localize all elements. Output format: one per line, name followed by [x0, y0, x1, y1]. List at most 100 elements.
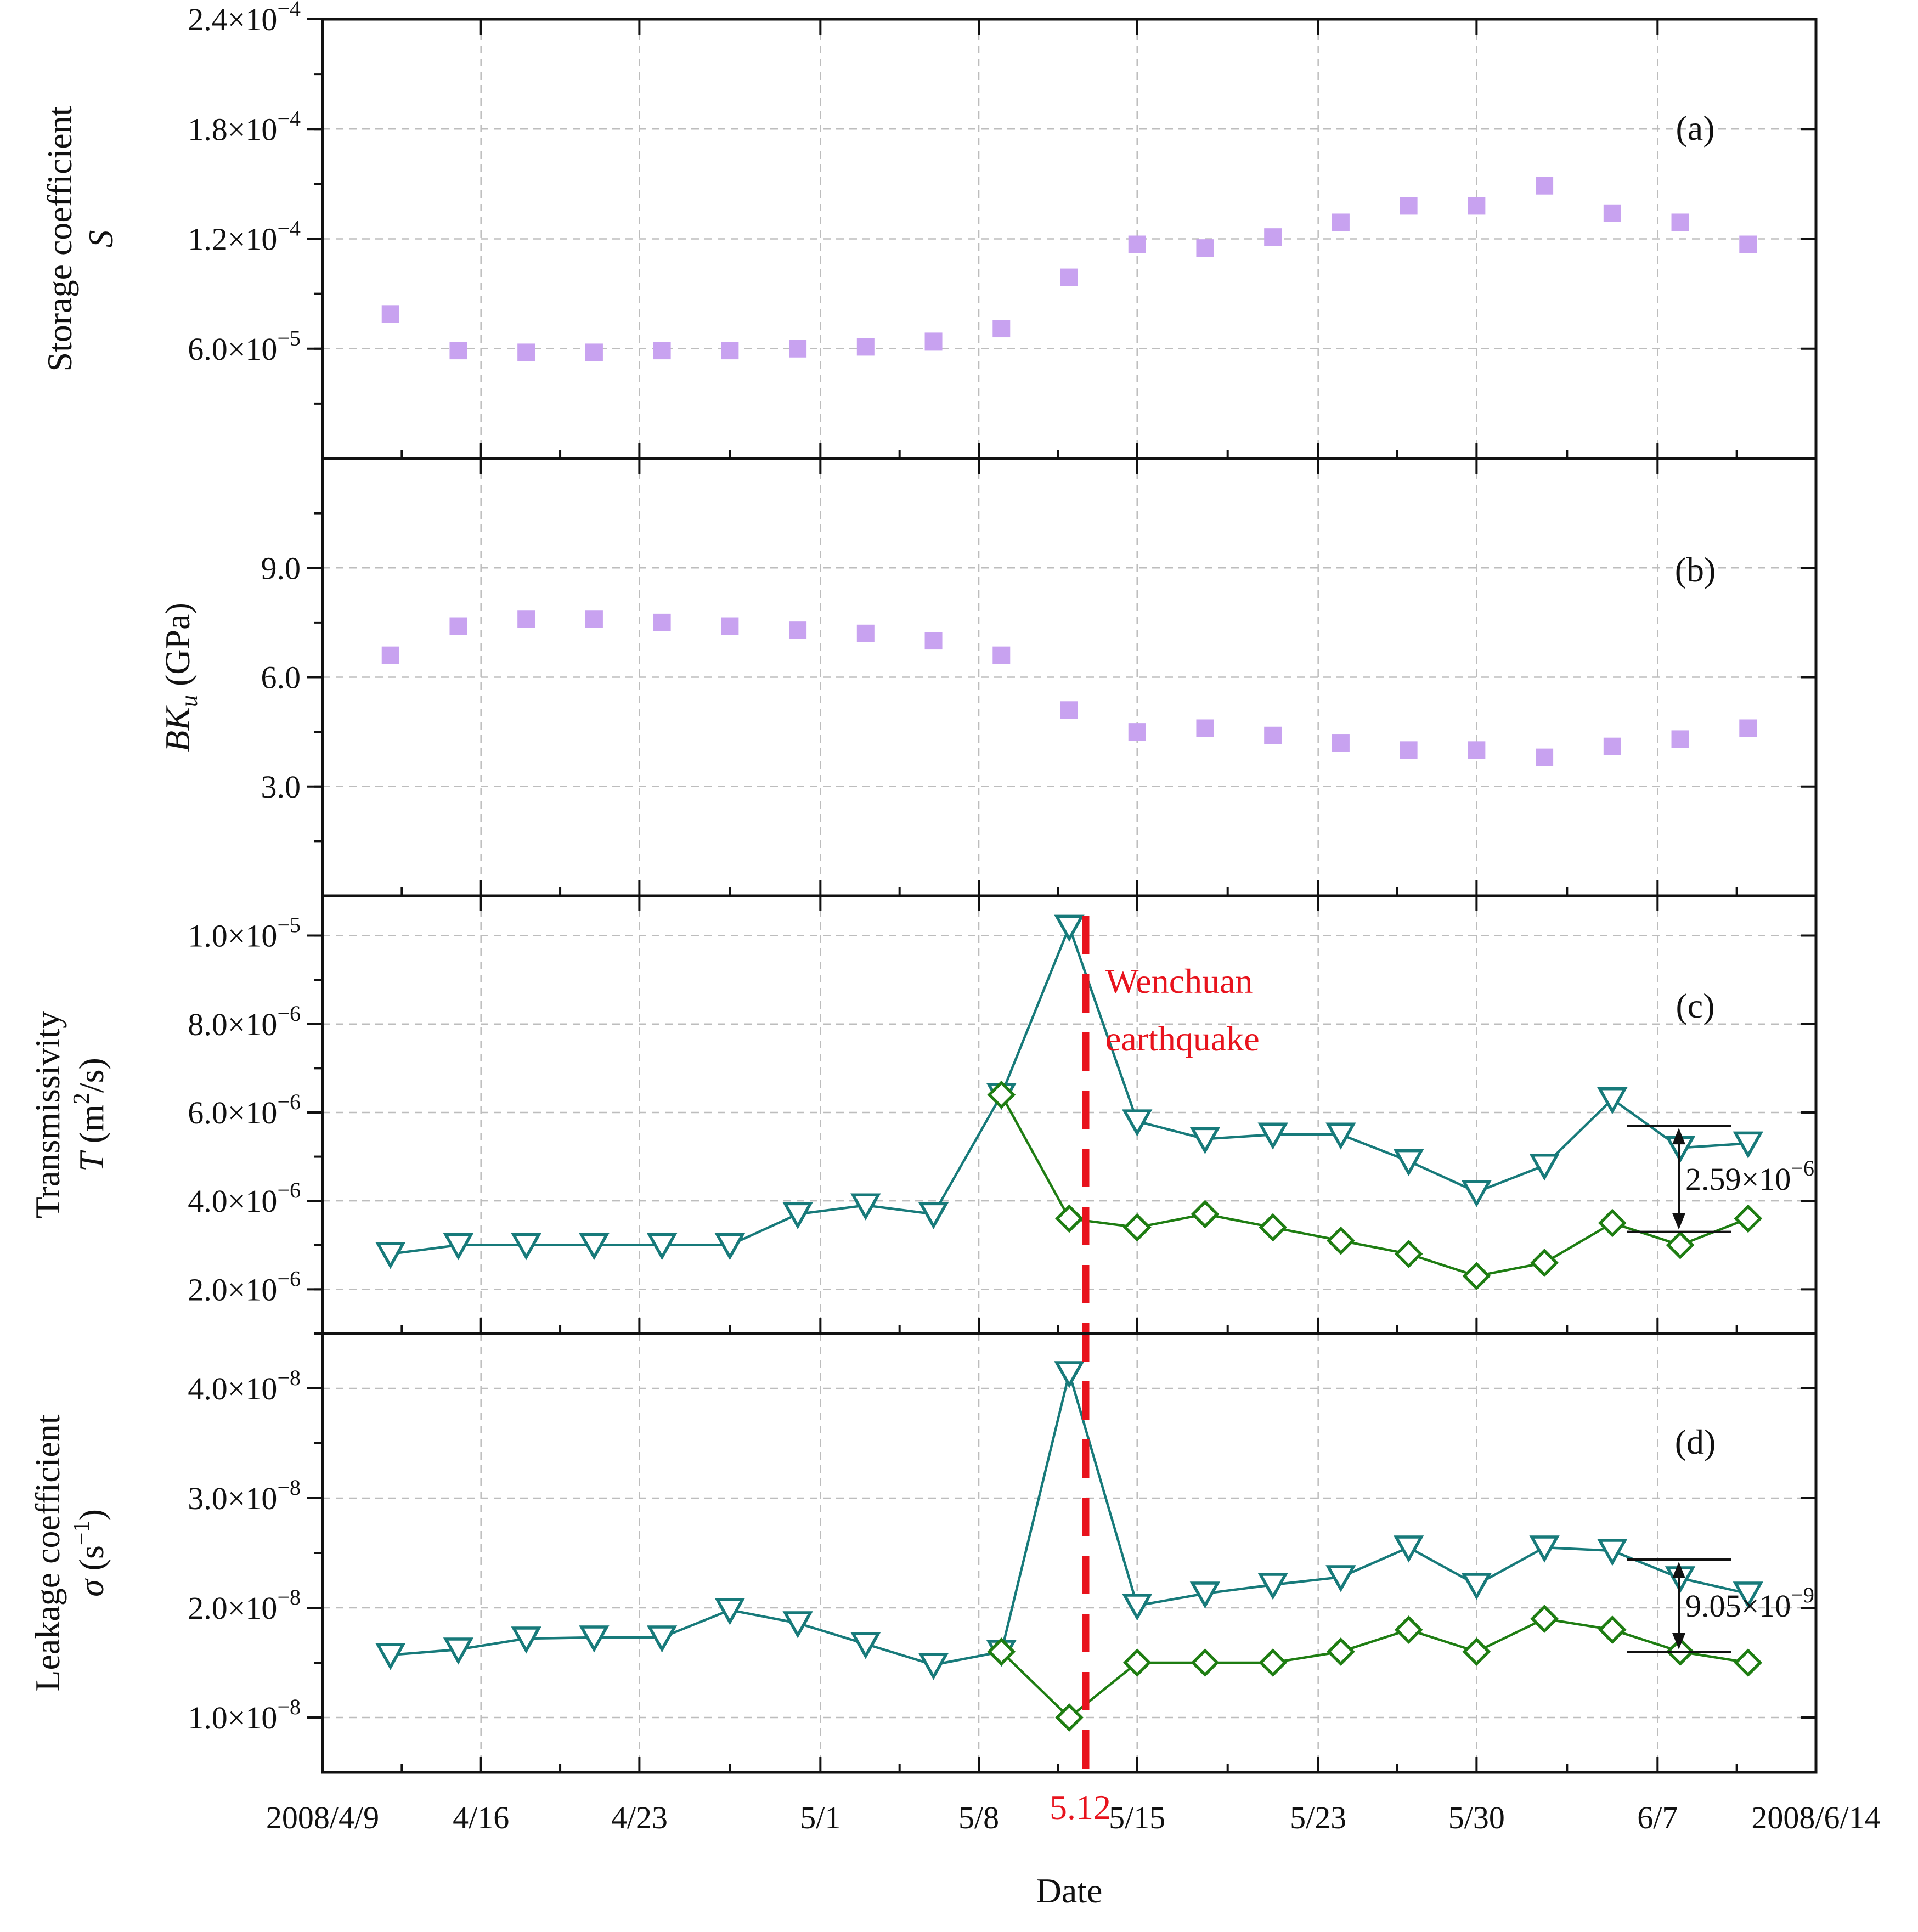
text-span: (d) — [1675, 1422, 1716, 1461]
y-tick-label: 2.0×10−6 — [188, 1266, 301, 1307]
text-span: 9.05×10 — [1685, 1588, 1791, 1624]
x-axis-label: Date — [1036, 1871, 1103, 1910]
text-span: 6/7 — [1637, 1800, 1678, 1835]
data-point-diamond — [1191, 1648, 1220, 1677]
data-point-triangle — [1529, 1153, 1560, 1181]
data-point-diamond — [1530, 1249, 1559, 1277]
text-span: Leakage coefficient — [28, 1414, 67, 1691]
text-span: /s) — [72, 1058, 111, 1093]
text-layer: 6.0×10−51.2×10−41.8×10−42.4×10−4(a)Stora… — [28, 0, 1881, 1910]
panel-tag: (d) — [1675, 1422, 1716, 1461]
text-span: 6.0×10 — [188, 1095, 277, 1131]
text-span: −6 — [277, 1266, 301, 1291]
text-span: (m — [72, 1104, 111, 1152]
text-span: 2008/6/14 — [1751, 1800, 1880, 1835]
data-point-triangle — [1733, 1131, 1763, 1159]
text-span: −4 — [277, 106, 301, 131]
data-point-diamond — [1055, 1204, 1084, 1233]
y-axis-label-line1: Leakage coefficient — [28, 1414, 67, 1691]
difference-annotation: 2.59×10−6 — [1685, 1156, 1814, 1197]
data-point-triangle — [1257, 1122, 1288, 1150]
data-point-diamond — [1394, 1240, 1423, 1268]
text-span: −6 — [277, 1001, 301, 1026]
y-tick-label: 1.2×10−4 — [188, 216, 301, 257]
data-point-triangle — [1597, 1539, 1628, 1566]
data-point-square — [1739, 719, 1757, 737]
text-span: −5 — [277, 326, 301, 351]
data-point-triangle — [1393, 1149, 1424, 1177]
text-span: −4 — [277, 216, 301, 241]
text-span: −6 — [277, 1089, 301, 1114]
text-span: −8 — [277, 1694, 301, 1719]
data-point-triangle — [579, 1233, 610, 1261]
axes-layer — [307, 18, 1818, 1774]
data-point-diamond — [1122, 1213, 1152, 1242]
y-axis-label: Leakage coefficient σ (s−1) — [28, 1414, 111, 1691]
data-point-triangle — [714, 1233, 746, 1261]
earthquake-date-label: 5.12 — [1050, 1788, 1111, 1827]
text-span: 3.0×10 — [188, 1481, 277, 1516]
x-tick-label: 2008/4/9 — [266, 1800, 379, 1835]
data-point-square — [1536, 177, 1554, 195]
data-point-triangle — [443, 1233, 474, 1261]
data-point-triangle — [782, 1202, 813, 1229]
text-span: −9 — [1791, 1583, 1814, 1607]
text-span: Storage coefficient — [40, 106, 79, 371]
y-axis-label: Transmissivity T (m2/s) — [28, 1011, 111, 1218]
data-point-square — [1468, 741, 1486, 759]
text-span: σ — [72, 1578, 111, 1597]
y-tick-label: 6.0×10−6 — [188, 1089, 301, 1131]
panel-tag: (c) — [1676, 986, 1714, 1025]
x-tick-label: 5/8 — [958, 1800, 999, 1835]
data-point-square — [1468, 197, 1486, 215]
data-point-square — [585, 343, 603, 361]
data-point-square — [1332, 213, 1350, 231]
data-point-square — [1128, 723, 1146, 741]
data-point-triangle — [918, 1202, 949, 1229]
panel-tag: (a) — [1676, 109, 1714, 148]
data-point-triangle — [1122, 1594, 1153, 1621]
data-point-diamond — [1259, 1648, 1288, 1677]
data-point-square — [1739, 235, 1757, 253]
data-point-square — [1603, 204, 1621, 222]
data-point-triangle — [511, 1233, 541, 1261]
data-point-triangle — [511, 1626, 541, 1654]
y-tick-label: 9.0 — [261, 550, 301, 586]
data-point-diamond — [1191, 1200, 1220, 1229]
data-point-diamond — [1598, 1615, 1627, 1644]
x-tick-label: 4/23 — [611, 1800, 668, 1835]
data-point-square — [653, 342, 671, 360]
y-tick-label: 1.0×10−5 — [188, 913, 301, 954]
x-tick-label: 5/23 — [1290, 1800, 1346, 1835]
data-point-square — [1671, 213, 1689, 231]
data-point-square — [992, 646, 1011, 664]
text-span: 2008/4/9 — [266, 1800, 379, 1835]
text-span: 5/15 — [1109, 1800, 1165, 1835]
data-point-triangle — [1122, 1109, 1153, 1137]
earthquake-label-line2: earthquake — [1105, 1019, 1260, 1058]
data-point-triangle — [375, 1242, 406, 1269]
data-point-triangle — [1054, 914, 1085, 942]
data-point-square — [924, 632, 943, 650]
x-tick-label: 2008/6/14 — [1751, 1800, 1880, 1835]
text-span: 9.0 — [261, 550, 301, 586]
text-span: −5 — [277, 913, 301, 937]
data-point-square — [381, 305, 399, 323]
text-span: 6.0×10 — [188, 331, 277, 367]
text-span: −6 — [277, 1178, 301, 1202]
text-span: 1.2×10 — [188, 222, 277, 257]
data-point-square — [721, 617, 739, 635]
annotation-arrowhead-top — [1672, 1562, 1686, 1578]
data-point-triangle — [1597, 1087, 1628, 1115]
text-span: 5/8 — [958, 1800, 999, 1835]
y-tick-label: 1.8×10−4 — [188, 106, 301, 147]
data-point-diamond — [1598, 1208, 1627, 1238]
data-point-square — [1264, 228, 1282, 246]
data-point-square — [789, 340, 807, 358]
text-span: Date — [1036, 1871, 1103, 1910]
data-point-diamond — [1327, 1226, 1355, 1255]
y-tick-label: 8.0×10−6 — [188, 1001, 301, 1042]
x-tick-label: 5/15 — [1109, 1800, 1165, 1835]
panel-tag: (b) — [1675, 550, 1716, 589]
